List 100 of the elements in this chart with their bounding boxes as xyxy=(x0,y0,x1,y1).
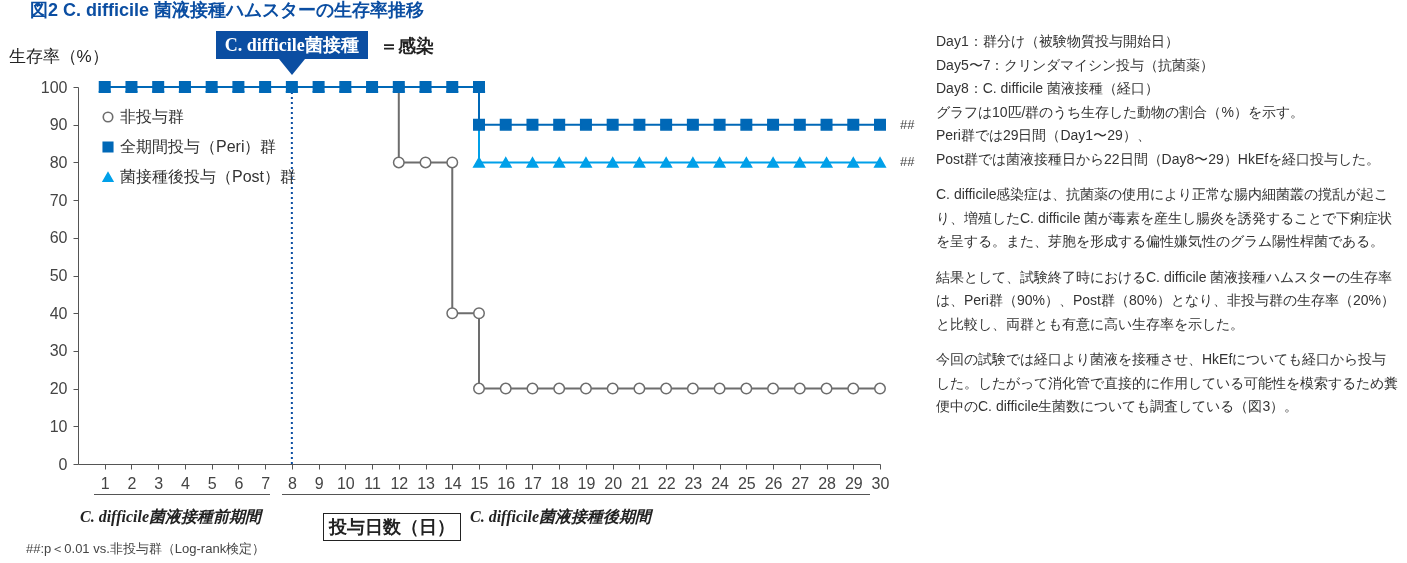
x-tick-label: 19 xyxy=(577,474,596,492)
y-tick-label: 70 xyxy=(49,191,68,209)
y-tick-label: 50 xyxy=(49,267,68,284)
x-tick-label: 18 xyxy=(550,474,569,492)
text: C. difficile菌液接種後期間 xyxy=(470,507,652,528)
point xyxy=(686,118,699,131)
point xyxy=(553,382,566,395)
y-tick-label: 20 xyxy=(49,380,68,398)
point xyxy=(526,157,539,168)
point xyxy=(767,118,780,131)
x-tick-label: 12 xyxy=(390,474,409,492)
x-tick-label: 13 xyxy=(417,474,436,492)
x-tick-label: 30 xyxy=(871,474,890,492)
x-tick-label: 6 xyxy=(234,474,244,492)
text: C. difficile菌液接種前期間 xyxy=(80,507,262,528)
legend-label: 非投与群 xyxy=(120,108,184,125)
text: Peri群では29日間（Day1〜29）、 xyxy=(936,126,1152,145)
text: 今回の試験では経口より菌液を接種させ、HkEfについても経口から投与した。したがって消化管で直接的に作用している可能性を模索するため糞便中のC. difficile生菌数についても調査している（図3）。 xyxy=(936,350,1398,416)
chart-title: 図2 C. difficile 菌液接種ハムスターの生存率推移 xyxy=(30,0,425,22)
x-tick-label: 4 xyxy=(180,474,190,492)
x-tick-label: 3 xyxy=(154,474,164,492)
legend-label: 全期間投与（Peri）群 xyxy=(120,138,277,155)
point xyxy=(660,118,673,131)
point xyxy=(686,157,699,168)
point xyxy=(874,382,886,395)
point xyxy=(633,382,646,395)
point xyxy=(392,156,405,169)
text: ##:p＜0.01 vs.非投与群（Log-rank検定） xyxy=(26,540,266,558)
point xyxy=(473,307,485,320)
x-tick-label: 15 xyxy=(470,474,489,492)
point xyxy=(579,118,592,131)
x-tick-label: 27 xyxy=(791,474,810,492)
point xyxy=(526,118,539,131)
point xyxy=(874,118,886,131)
x-tick-label: 26 xyxy=(764,474,783,492)
x-tick-label: 24 xyxy=(711,474,730,492)
x-tick-label: 7 xyxy=(261,474,271,492)
point xyxy=(473,118,485,131)
point xyxy=(713,382,726,395)
text: ＝感染 xyxy=(379,35,434,58)
point xyxy=(526,382,539,395)
x-tick-label: 21 xyxy=(631,474,649,492)
text: Day5〜7：クリンダマイシン投与（抗菌薬） xyxy=(936,55,1216,75)
point xyxy=(660,157,673,168)
y-tick-label: 10 xyxy=(49,417,68,435)
point xyxy=(660,382,673,395)
x-tick-label: 9 xyxy=(314,474,324,492)
point xyxy=(633,118,646,131)
y-tick-label: 0 xyxy=(58,455,68,473)
y-tick-label: 80 xyxy=(49,153,68,171)
point xyxy=(713,157,726,168)
x-tick-label: 23 xyxy=(684,474,703,492)
x-tick-label: 20 xyxy=(604,474,623,492)
point xyxy=(740,382,753,395)
point xyxy=(793,157,806,168)
point xyxy=(847,157,860,168)
point xyxy=(847,118,860,131)
x-tick-label: 22 xyxy=(657,474,676,492)
y-axis-title: 生存率（%） xyxy=(8,46,109,66)
y-tick-label: 100 xyxy=(40,78,68,96)
point xyxy=(874,157,886,168)
ref-line-label: C. difficile菌接種 xyxy=(215,31,368,59)
point xyxy=(473,382,485,395)
x-tick-label: 16 xyxy=(497,474,516,492)
x-tick-label: 28 xyxy=(818,474,837,492)
point xyxy=(820,382,833,395)
annotation: ## xyxy=(900,116,916,132)
point xyxy=(820,118,833,131)
x-tick-label: 10 xyxy=(336,474,355,492)
point xyxy=(767,157,780,168)
x-tick-label: 17 xyxy=(524,474,542,492)
point xyxy=(740,118,753,131)
x-tick-label: 1 xyxy=(100,474,110,492)
point xyxy=(606,157,619,168)
point xyxy=(499,118,512,131)
x-tick-label: 5 xyxy=(207,474,217,492)
point xyxy=(793,382,806,395)
point xyxy=(793,118,806,131)
point xyxy=(553,118,566,131)
point xyxy=(499,382,512,395)
point xyxy=(579,382,592,395)
y-tick-label: 60 xyxy=(49,229,68,247)
text: Post群では菌液接種日から22日間（Day8〜29）HkEfを経口投与した。 xyxy=(936,149,1382,169)
point xyxy=(473,157,485,168)
point xyxy=(740,157,753,168)
x-tick-label: 25 xyxy=(737,474,756,492)
text: C. difficile感染症は、抗菌薬の使用により正常な腸内細菌叢の撹乱が起こり、増殖したC. difficile 菌が毒素を産生し腸炎を誘発することで下痢症状を呈する。また、芽胞を形成する偏性嫌気性のグラム陽性桿菌である。 xyxy=(936,185,1394,251)
x-axis-title: 投与日数（日） xyxy=(323,513,461,541)
x-tick-label: 14 xyxy=(443,474,462,492)
point xyxy=(446,307,459,320)
annotation: ## xyxy=(900,154,916,170)
point xyxy=(579,157,592,168)
y-tick-label: 90 xyxy=(49,116,68,134)
point xyxy=(713,118,726,131)
text: グラフは10匹/群のうち生存した動物の割合（%）を示す。 xyxy=(936,102,1305,122)
point xyxy=(606,382,619,395)
text: Day8：C. difficile 菌液接種（経口） xyxy=(936,79,1160,98)
point xyxy=(419,156,432,169)
text: Day1：群分け（被験物質投与開始日） xyxy=(936,32,1180,51)
point xyxy=(606,118,619,131)
